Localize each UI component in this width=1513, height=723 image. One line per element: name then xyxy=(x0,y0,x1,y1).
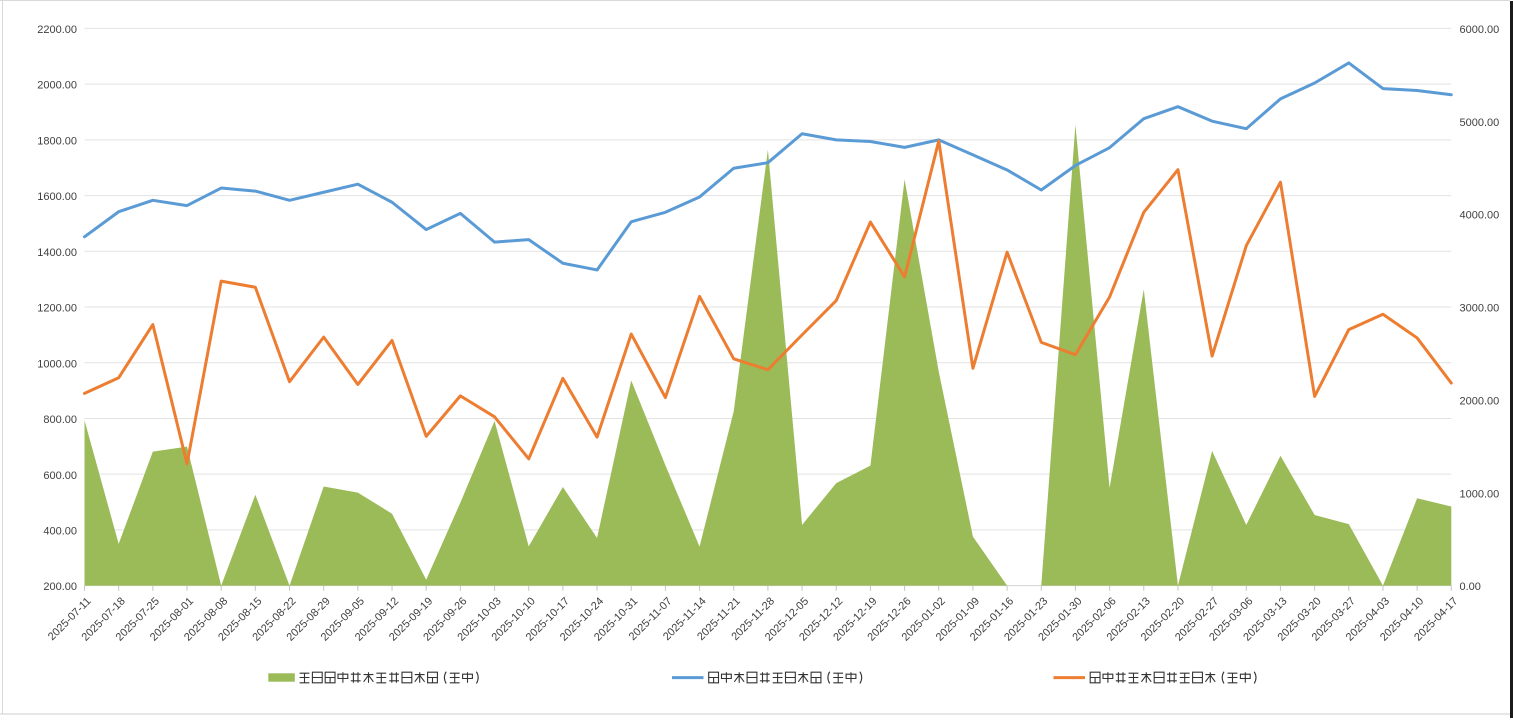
svg-text:1000.00: 1000.00 xyxy=(1460,488,1500,500)
svg-text:1800.00: 1800.00 xyxy=(37,135,77,147)
svg-text:1600.00: 1600.00 xyxy=(37,191,77,203)
svg-text:2200.00: 2200.00 xyxy=(37,24,77,36)
svg-text:1400.00: 1400.00 xyxy=(37,247,77,259)
svg-text:0.00: 0.00 xyxy=(1460,581,1481,593)
svg-text:1200.00: 1200.00 xyxy=(37,303,77,315)
svg-text:5000.00: 5000.00 xyxy=(1460,117,1500,129)
svg-text:4000.00: 4000.00 xyxy=(1460,210,1500,222)
svg-text:200.00: 200.00 xyxy=(43,581,77,593)
svg-text:600.00: 600.00 xyxy=(43,470,77,482)
svg-text:3000.00: 3000.00 xyxy=(1460,303,1500,315)
svg-text:800.00: 800.00 xyxy=(43,414,77,426)
svg-text:2000.00: 2000.00 xyxy=(1460,395,1500,407)
svg-text:400.00: 400.00 xyxy=(43,526,77,538)
svg-text:2000.00: 2000.00 xyxy=(37,80,77,92)
svg-text:1000.00: 1000.00 xyxy=(37,358,77,370)
svg-text:6000.00: 6000.00 xyxy=(1460,24,1500,36)
